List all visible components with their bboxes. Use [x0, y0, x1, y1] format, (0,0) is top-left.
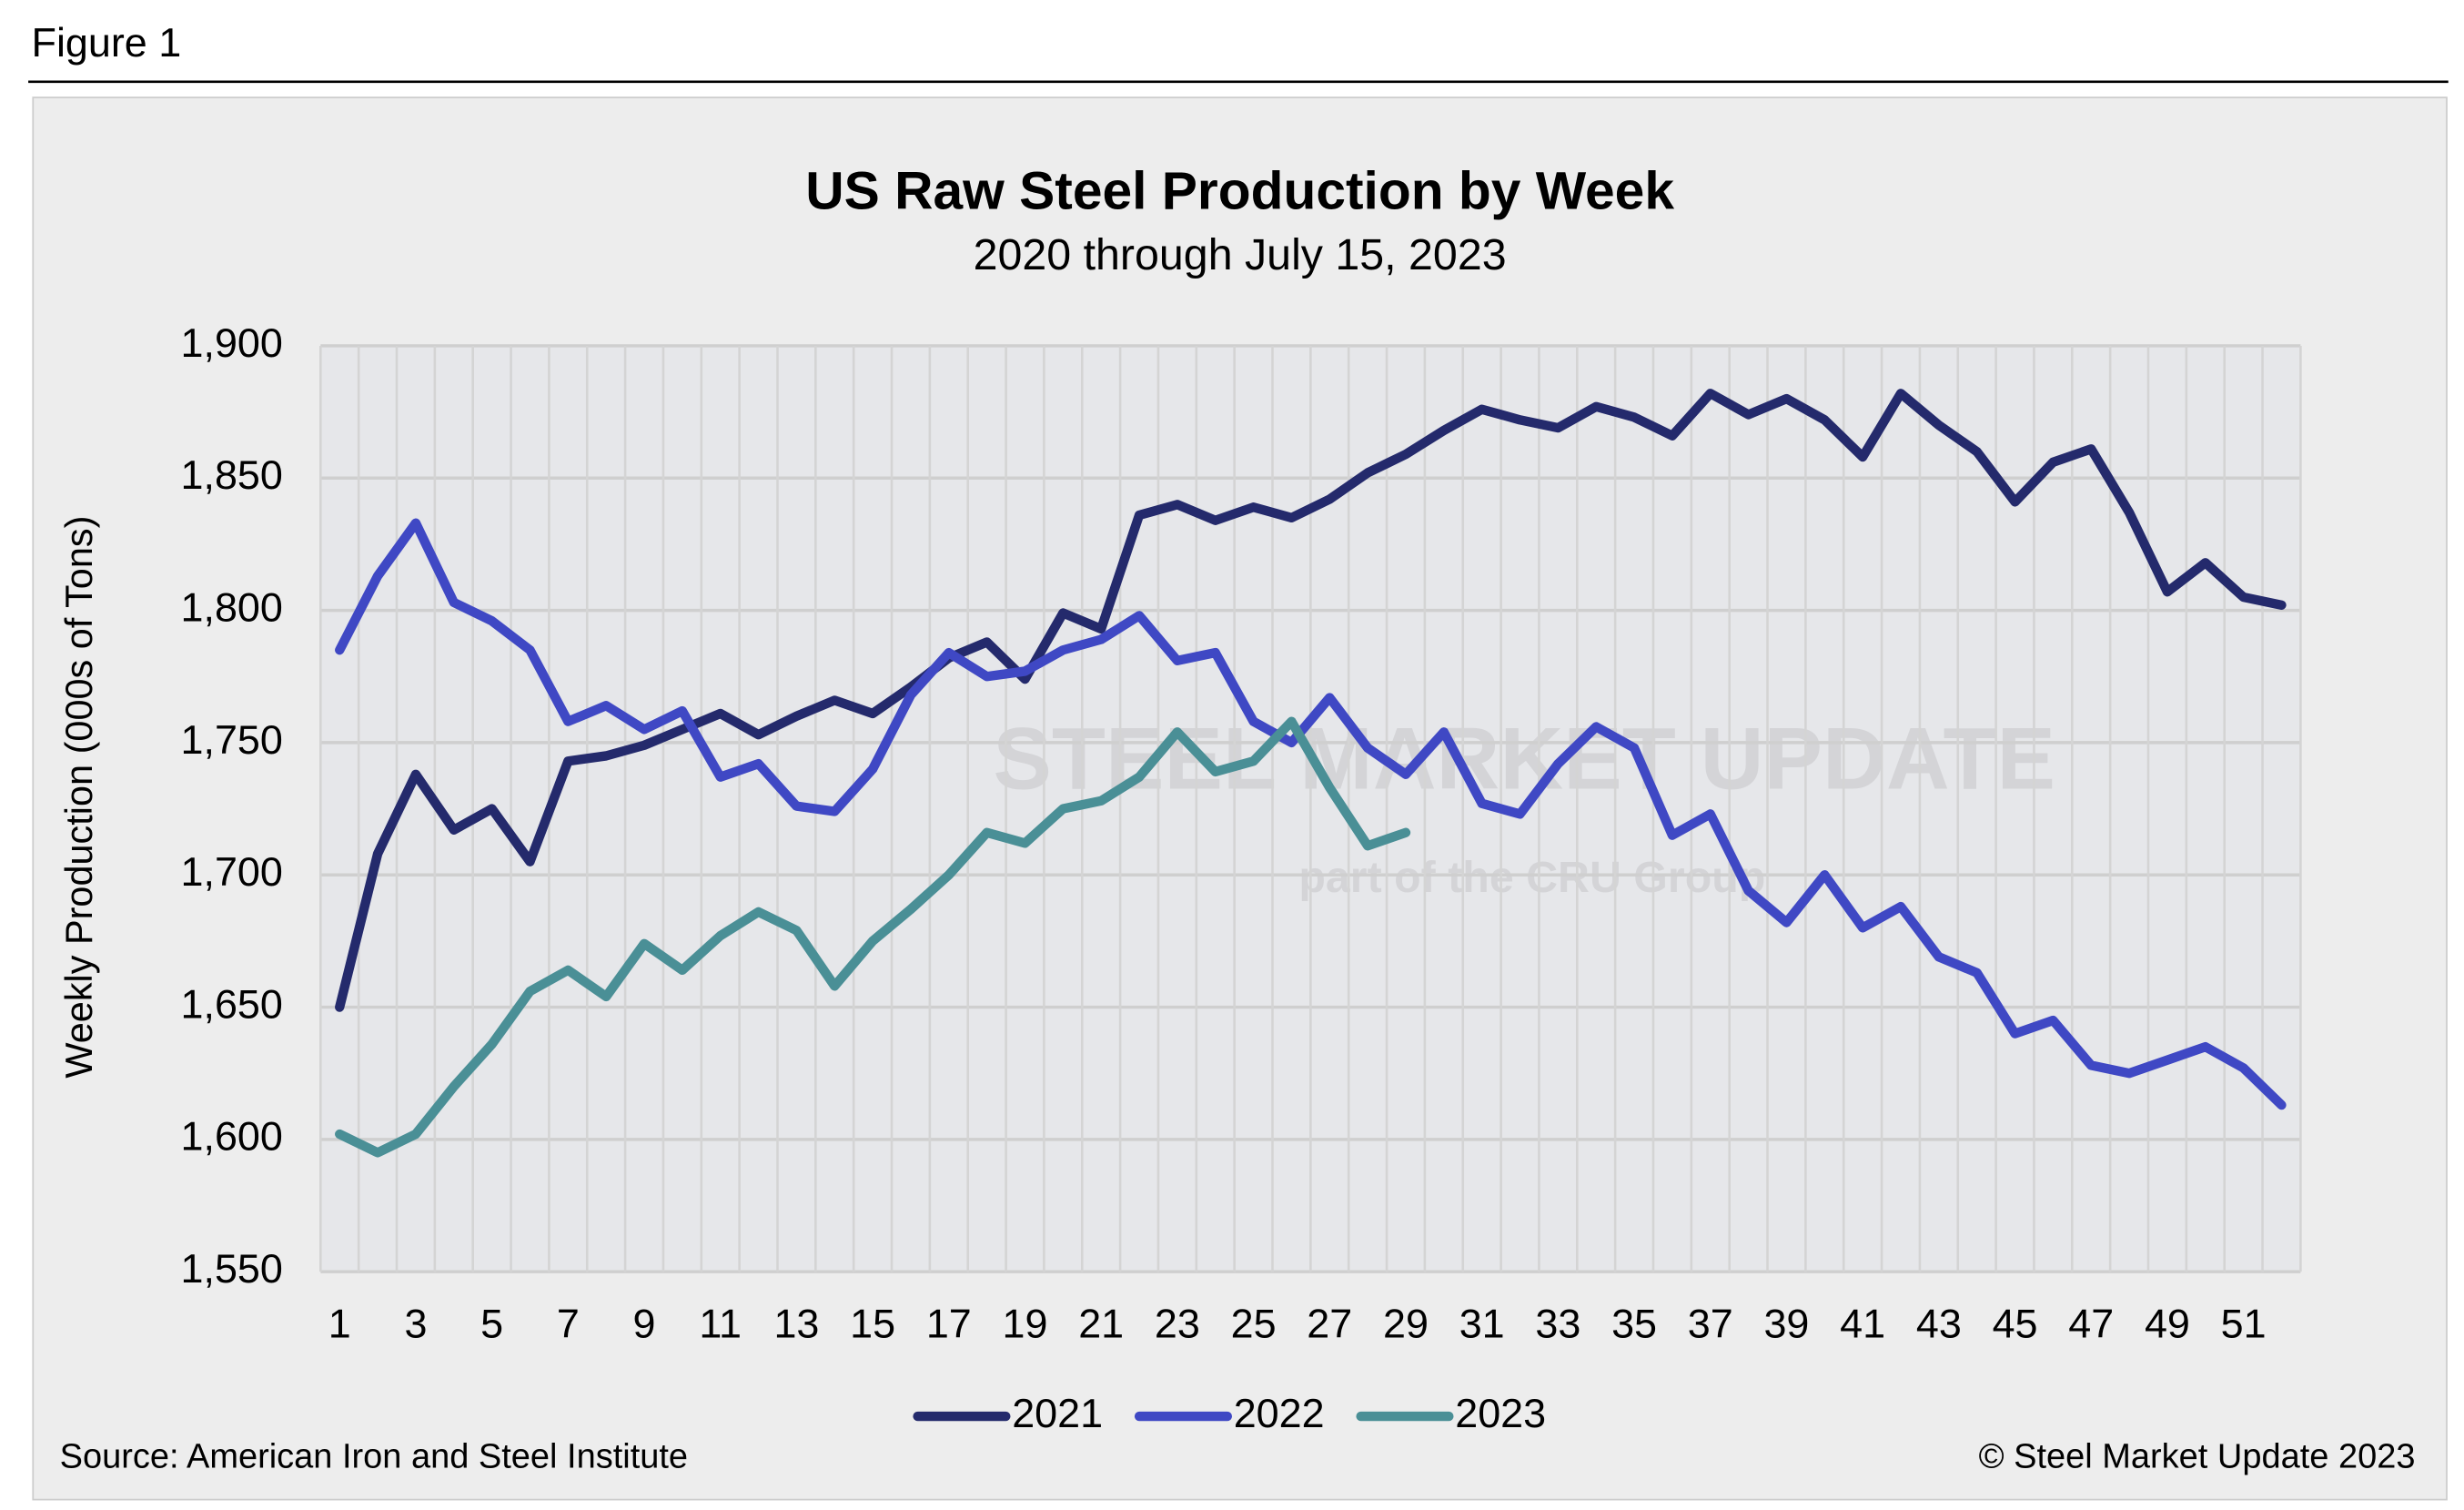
source: Source: American Iron and Steel Institut…	[60, 1438, 688, 1476]
x-tick-label: 7	[557, 1300, 580, 1346]
watermark: STEEL MARKET UPDATE	[993, 710, 2055, 808]
legend-label: 2023	[1455, 1390, 1546, 1436]
x-tick-label: 19	[1003, 1300, 1048, 1346]
y-tick-label: 1,550	[181, 1245, 283, 1292]
x-tick-label: 51	[2221, 1300, 2267, 1346]
x-tick-label: 17	[926, 1300, 972, 1346]
x-tick-label: 15	[850, 1300, 895, 1346]
chart-subtitle: 2020 through July 15, 2023	[974, 230, 1507, 279]
x-tick-label: 21	[1078, 1300, 1124, 1346]
series-line	[335, 716, 1411, 1158]
legend-label: 2021	[1012, 1390, 1103, 1436]
x-tick-label: 29	[1383, 1300, 1429, 1346]
x-tick-label: 37	[1688, 1300, 1733, 1346]
x-tick-label: 39	[1763, 1300, 1809, 1346]
x-tick-label: 35	[1611, 1300, 1657, 1346]
y-tick-label: 1,750	[181, 716, 283, 763]
x-tick-label: 27	[1307, 1300, 1352, 1346]
series-line	[335, 389, 2287, 1012]
y-tick-label: 1,800	[181, 583, 283, 630]
figure-label: Figure 1	[32, 19, 182, 66]
x-tick-label: 1	[328, 1300, 351, 1346]
copyright: © Steel Market Update 2023	[1979, 1438, 2416, 1476]
chart-title: US Raw Steel Production by Week	[805, 162, 1674, 221]
x-tick-label: 33	[1535, 1300, 1580, 1346]
x-tick-label: 31	[1459, 1300, 1505, 1346]
marks	[335, 389, 2287, 1158]
x-tick-label: 5	[480, 1300, 503, 1346]
series-line	[335, 518, 2287, 1110]
x-tick-label: 13	[773, 1300, 819, 1346]
watermark: part of the CRU Group	[1298, 853, 1765, 902]
y-tick-label: 1,650	[181, 980, 283, 1027]
x-tick-label: 45	[1993, 1300, 2038, 1346]
x-tick-label: 25	[1231, 1300, 1277, 1346]
x-tick-label: 47	[2068, 1300, 2114, 1346]
x-tick-label: 3	[404, 1300, 427, 1346]
legend-label: 2022	[1234, 1390, 1325, 1436]
y-tick-label: 1,900	[181, 319, 283, 366]
x-tick-label: 41	[1840, 1300, 1885, 1346]
x-tick-label: 11	[699, 1300, 742, 1346]
x-tick-label: 43	[1916, 1300, 1962, 1346]
y-tick-label: 1,600	[181, 1113, 283, 1160]
x-tick-label: 9	[633, 1300, 656, 1346]
x-tick-label: 49	[2145, 1300, 2190, 1346]
x-tick-label: 23	[1155, 1300, 1200, 1346]
y-tick-label: 1,850	[181, 451, 283, 498]
y-axis-label: Weekly Production (000s of Tons)	[57, 516, 100, 1079]
grid	[319, 344, 2302, 1273]
y-tick-label: 1,700	[181, 848, 283, 895]
